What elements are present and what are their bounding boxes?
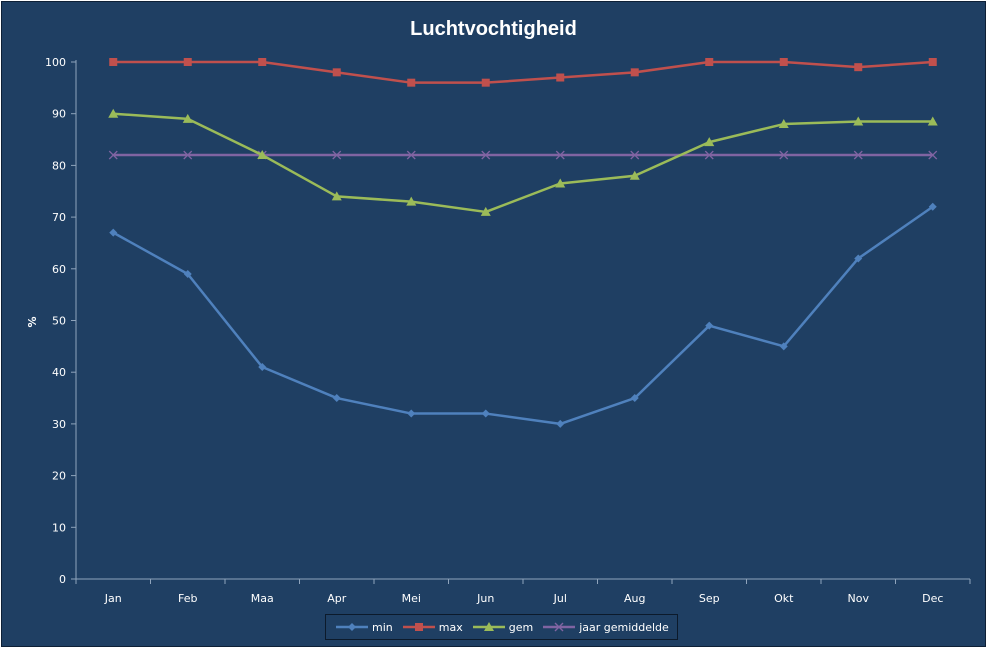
data-point (257, 150, 268, 160)
y-tick-label: 80 (52, 159, 66, 172)
data-point (705, 58, 714, 66)
legend-label: jaar gemiddelde (579, 620, 669, 634)
data-point (555, 178, 566, 188)
data-point (332, 150, 342, 160)
y-tick-label: 0 (59, 573, 66, 586)
data-point (853, 116, 864, 126)
x-tick-label: Dec (922, 592, 943, 605)
data-point (704, 137, 715, 147)
legend-item: min (334, 620, 393, 634)
y-tick-label: 20 (52, 470, 66, 483)
legend-swatch (543, 622, 576, 632)
data-point (183, 269, 192, 278)
x-tick-label: Maa (251, 592, 274, 605)
data-point (332, 394, 341, 403)
data-point (854, 63, 863, 72)
data-point (779, 342, 788, 351)
data-point (108, 150, 118, 160)
data-point (182, 113, 193, 123)
series-line (113, 60, 933, 84)
y-tick-label: 90 (52, 108, 66, 121)
data-point (406, 150, 416, 160)
data-point (414, 623, 423, 631)
legend-swatch (472, 622, 505, 631)
legend-label: min (372, 620, 393, 634)
x-tick-label: Jul (553, 592, 567, 605)
data-point (928, 58, 937, 66)
data-point (853, 150, 863, 160)
x-tick-label: Mei (402, 592, 421, 605)
y-axis-title: % (26, 316, 39, 327)
data-point (481, 150, 491, 160)
data-point (630, 394, 639, 403)
series-gem (108, 108, 938, 216)
data-point (108, 108, 119, 118)
data-point (109, 228, 118, 237)
data-point (332, 68, 341, 77)
data-point (483, 622, 494, 631)
series-line (112, 205, 934, 426)
data-point (630, 68, 639, 77)
data-point (629, 170, 640, 180)
y-tick-label: 60 (52, 263, 66, 276)
data-point (331, 191, 342, 201)
data-point (778, 119, 789, 129)
data-point (928, 202, 937, 211)
data-point (258, 363, 267, 372)
legend-item: max (401, 620, 463, 634)
data-point (406, 196, 417, 206)
data-point (556, 419, 565, 428)
x-tick-label: Okt (774, 592, 794, 605)
chart-title: Luchtvochtigheid (410, 18, 577, 40)
y-tick-label: 10 (52, 521, 66, 534)
x-tick-label: Aug (624, 592, 645, 605)
legend-label: max (438, 620, 463, 634)
data-point (407, 78, 416, 87)
data-point (705, 321, 714, 330)
legend-swatch (336, 623, 368, 631)
data-point (779, 58, 788, 66)
x-tick-label: Jan (104, 592, 122, 605)
data-point (928, 150, 938, 160)
data-point (704, 150, 714, 160)
data-point (258, 58, 267, 66)
y-tick-label: 40 (52, 366, 66, 379)
legend-label: gem (508, 620, 534, 634)
data-point (183, 58, 192, 66)
series-line (113, 112, 933, 214)
data-point (481, 78, 490, 87)
data-point (779, 150, 789, 160)
data-point (348, 623, 356, 631)
y-tick-label: 30 (52, 418, 66, 431)
legend: min max gem jaar gemiddelde (325, 614, 678, 640)
series-max (109, 58, 937, 87)
data-point (927, 116, 938, 126)
data-point (555, 150, 565, 160)
x-tick-label: Feb (178, 592, 197, 605)
data-point (481, 409, 490, 418)
series-jaar-gemiddelde (108, 150, 938, 160)
y-tick-label: 70 (52, 211, 66, 224)
data-point (480, 206, 491, 216)
data-point (630, 150, 640, 160)
x-tick-label: Jun (476, 592, 494, 605)
legend-item: jaar gemiddelde (541, 620, 669, 634)
x-tick-label: Apr (327, 592, 347, 605)
x-tick-label: Sep (699, 592, 720, 605)
data-point (109, 58, 118, 66)
x-tick-label: Nov (848, 592, 870, 605)
legend-swatch (402, 623, 435, 631)
y-tick-label: 50 (52, 315, 66, 328)
legend-item: gem (471, 620, 533, 634)
data-point (407, 409, 416, 418)
data-point (183, 150, 193, 160)
data-point (554, 622, 564, 632)
series-min (109, 202, 937, 428)
data-point (556, 73, 565, 82)
y-tick-label: 100 (45, 56, 66, 69)
